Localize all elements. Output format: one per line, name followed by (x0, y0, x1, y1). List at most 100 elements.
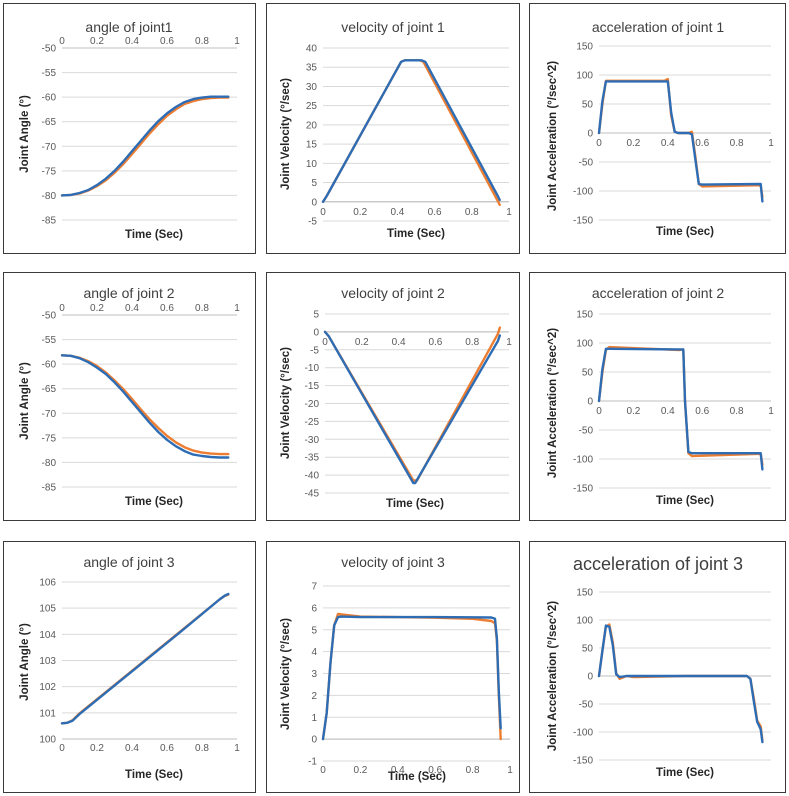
x-tick-label: 1 (507, 765, 513, 776)
chart-title: velocity of joint 3 (341, 554, 445, 570)
y-tick-label: 20 (306, 120, 318, 131)
y-tick-label: -20 (305, 399, 320, 410)
x-tick-label: 0.8 (730, 138, 744, 149)
y-tick-label: 30 (306, 82, 318, 93)
y-axis-label: Joint Angle (°) (19, 623, 31, 701)
chart-panel-velocity-joint-1: velocity of joint 1 -5 0 5 10 15 20 25 30 35 40 0 0… (266, 3, 520, 254)
y-tick-label: 35 (306, 63, 318, 74)
series-line-blue (60, 354, 230, 459)
y-tick-label: -70 (42, 409, 57, 420)
y-tick-label: -100 (573, 728, 593, 739)
y-tick-label: 103 (39, 656, 56, 667)
x-tick-label: 0.8 (195, 743, 209, 754)
chart-title: acceleration of joint 3 (573, 554, 743, 574)
chart-title: acceleration of joint 1 (592, 19, 725, 35)
y-tick-label: 0 (587, 672, 593, 683)
x-tick-label: 0.4 (392, 337, 406, 348)
y-tick-label: 1 (311, 713, 317, 724)
chart-panel-acceleration-joint-2: acceleration of joint 2 150 100 50 0 -50 -100… (529, 272, 786, 521)
y-tick-label: -1 (308, 757, 317, 768)
x-tick-label: 0.6 (160, 743, 174, 754)
x-axis-label: Time (Sec) (388, 771, 446, 783)
y-tick-label: 101 (39, 708, 56, 719)
y-tick-label: 40 (306, 44, 318, 55)
x-tick-label: 0.2 (90, 36, 104, 47)
x-tick-label: 0.4 (125, 303, 139, 314)
x-tick-label: 1 (234, 303, 240, 314)
y-axis-label: Joint Angle (°) (19, 95, 31, 173)
y-tick-label: -75 (42, 166, 57, 177)
chart-acceleration-joint-2: acceleration of joint 2 150100500-50-100… (547, 285, 774, 507)
y-axis-label: Joint Acceleration (°/sec^2) (547, 328, 559, 478)
y-tick-label: -15 (305, 381, 320, 392)
y-tick-label: -55 (42, 68, 57, 79)
y-tick-label: 2 (311, 691, 317, 702)
series-line-orange (321, 612, 502, 741)
x-tick-label: 0.2 (90, 303, 104, 314)
plot-area: -50 -55 -60 -65 -70 -75 -80 -85 0 0.2 0.4 0.6 0.8 1 (42, 36, 241, 227)
chart-title: angle of joint 3 (83, 554, 174, 570)
x-tick-label: 1 (234, 743, 240, 754)
y-tick-label: -5 (310, 345, 319, 356)
y-tick-label: -40 (305, 471, 320, 482)
x-tick-label: 0 (322, 337, 328, 348)
x-tick-label: 1 (234, 36, 240, 47)
chart-panel-angle-joint-1: angle of joint1 -50 -55 -60 -65 -70 -75 -80 -85… (3, 3, 256, 254)
y-tick-label: 3 (311, 669, 317, 680)
x-tick-label: 0.8 (730, 406, 744, 417)
x-tick-label: 0.6 (428, 337, 442, 348)
x-tick-label: 0 (59, 303, 65, 314)
x-tick-label: 0.4 (661, 406, 675, 417)
y-tick-label: 150 (576, 310, 593, 321)
y-tick-label: 5 (313, 310, 319, 321)
plot-area: 50-5-10-15-20-25-30-35-40-450 0.2 0.4 0.6 0.… (305, 310, 513, 500)
y-tick-label: -150 (573, 216, 593, 227)
y-tick-label: -65 (42, 117, 57, 128)
x-axis-label: Time (Sec) (656, 226, 714, 238)
y-tick-label: 50 (582, 368, 594, 379)
series-line-blue (321, 59, 501, 204)
y-tick-label: -50 (579, 426, 594, 437)
x-tick-label: 0.6 (695, 138, 709, 149)
y-tick-label: -80 (42, 458, 57, 469)
chart-panel-acceleration-joint-1: acceleration of joint 1 150 100 50 0 -50 -100… (529, 3, 786, 254)
x-tick-label: 0.6 (428, 765, 442, 776)
y-tick-label: -50 (579, 700, 594, 711)
y-tick-label: 0 (311, 197, 317, 208)
y-tick-label: -85 (42, 216, 57, 227)
y-tick-label: -25 (305, 417, 320, 428)
y-tick-label: 25 (306, 101, 318, 112)
series-line-orange (597, 623, 764, 742)
y-tick-label: -70 (42, 142, 57, 153)
x-axis-label: Time (Sec) (125, 229, 183, 241)
y-tick-label: -100 (573, 187, 593, 198)
x-tick-label: 0.2 (353, 765, 367, 776)
x-axis-label: Time (Sec) (656, 767, 714, 779)
y-tick-label: -35 (305, 453, 320, 464)
y-tick-label: -60 (42, 93, 57, 104)
x-tick-label: 0.6 (160, 303, 174, 314)
x-tick-label: 0.2 (90, 743, 104, 754)
x-axis-label: Time (Sec) (386, 498, 444, 510)
y-tick-label: 100 (576, 616, 593, 627)
y-tick-label: 10 (306, 159, 318, 170)
chart-acceleration-joint-3: acceleration of joint 3 150 100 50 0 -50 -100… (547, 554, 771, 779)
chart-panel-acceleration-joint-3: acceleration of joint 3 150 100 50 0 -50 -100… (529, 541, 786, 793)
x-tick-label: 0.6 (428, 207, 442, 218)
x-tick-label: 0.4 (661, 138, 675, 149)
chart-title: velocity of joint 1 (341, 19, 445, 35)
y-tick-label: -100 (573, 455, 593, 466)
y-tick-label: 6 (311, 603, 317, 614)
x-tick-label: 0 (596, 138, 602, 149)
x-tick-label: 0.8 (466, 765, 480, 776)
y-axis-label: Joint Velocity (°/sec) (280, 78, 292, 190)
y-tick-label: 0 (587, 397, 593, 408)
y-axis-label: Joint Acceleration (°/sec^2) (547, 601, 559, 751)
x-tick-label: 0.8 (465, 337, 479, 348)
y-tick-label: 7 (311, 582, 317, 593)
